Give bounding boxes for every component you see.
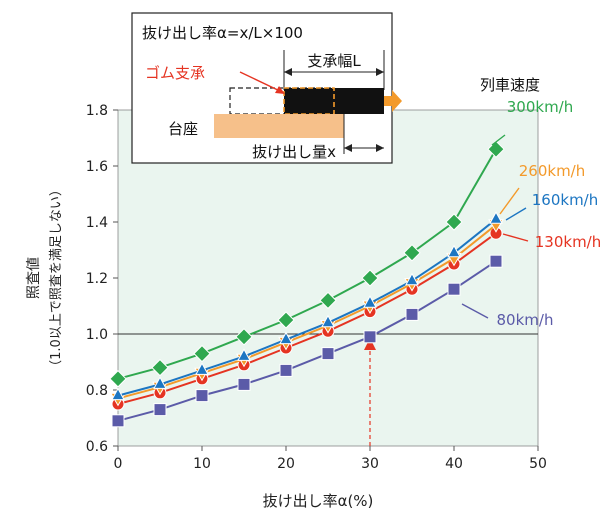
x-tick-label: 20 [277, 456, 295, 472]
data-point-80km/h [489, 254, 503, 268]
inset-bearing-width: 支承幅L [307, 52, 361, 70]
pullout-dim-arrow-left [344, 144, 352, 152]
x-tick-label: 40 [445, 456, 463, 472]
pedestal [214, 114, 344, 138]
x-axis-title: 抜け出し率α(%) [263, 492, 374, 510]
plot-area [118, 110, 538, 446]
data-point-160km/h [237, 348, 251, 361]
movement-arrow [384, 90, 402, 112]
data-point-300km/h [277, 311, 295, 329]
x-tick-label: 0 [114, 456, 123, 472]
series-line-260km/h [117, 224, 497, 400]
series-label-80km/h: 80km/h [497, 311, 554, 329]
data-point-80km/h [153, 403, 167, 417]
y-tick-label: 1.8 [86, 103, 108, 119]
data-point-300km/h [151, 358, 169, 377]
legend-title: 列車速度 [480, 76, 540, 94]
data-point-300km/h [193, 344, 211, 363]
label-pointer-130km/h [502, 233, 529, 242]
y-tick-label: 1.6 [86, 159, 108, 175]
label-pointer-80km/h [461, 303, 489, 319]
x-tick-label: 10 [193, 456, 211, 472]
series-label-160km/h: 160km/h [532, 191, 599, 209]
data-point-160km/h [447, 244, 461, 258]
y-tick-label: 0.8 [86, 383, 108, 399]
data-point-300km/h [403, 244, 421, 262]
data-point-80km/h [237, 377, 251, 391]
series-line-160km/h [117, 218, 497, 397]
inset-rubber-bearing: ゴム支承 [145, 64, 205, 82]
data-point-80km/h [405, 307, 419, 321]
data-point-80km/h [363, 330, 377, 344]
rubber-bearing-pointer-head [275, 86, 285, 94]
data-point-160km/h [363, 295, 377, 308]
label-pointer-260km/h [499, 187, 520, 215]
series-line-300km/h [117, 148, 497, 380]
series-label-260km/h: 260km/h [519, 162, 586, 180]
width-dim-arrow-right [376, 68, 384, 76]
inset-diagram: 抜け出し率α=x/L×100 支承幅L ゴム支承 台座 抜け出し量x [131, 12, 402, 164]
series-group [109, 140, 505, 428]
data-point-80km/h [195, 389, 209, 403]
rubber-bearing-pointer [239, 71, 283, 93]
data-point-300km/h [487, 140, 505, 158]
pullout-dim-arrow-right [376, 144, 384, 152]
series-line-130km/h [117, 232, 497, 405]
data-point-160km/h [195, 362, 209, 375]
width-dim-arrow-left [284, 68, 292, 76]
data-point-160km/h [321, 314, 335, 328]
bearing-body [284, 88, 384, 114]
series-label-300km/h: 300km/h [507, 98, 574, 116]
y-axis-subtitle: （1.0以上で照査を満足しない） [49, 183, 64, 373]
data-point-300km/h [361, 269, 379, 287]
inset-pullout-amount: 抜け出し量x [252, 143, 336, 161]
y-tick-label: 1.0 [86, 327, 108, 343]
y-tick-label: 1.4 [86, 215, 108, 231]
marker-arrow-head [364, 338, 376, 350]
y-tick-label: 1.2 [86, 271, 108, 287]
inset-pedestal: 台座 [168, 120, 198, 138]
data-point-300km/h [235, 328, 253, 346]
inset-formula: 抜け出し率α=x/L×100 [142, 24, 303, 42]
data-point-300km/h [445, 213, 463, 231]
axes: 0 10 20 30 40 50 0.6 0.8 1.0 1.2 1.4 1.6 1.8 [86, 103, 547, 472]
x-tick-label: 30 [361, 456, 379, 472]
data-point-300km/h [319, 291, 337, 310]
y-axis-title: 照査値 [26, 257, 42, 299]
data-point-160km/h [279, 331, 293, 345]
data-point-300km/h [109, 370, 127, 388]
y-axis-label: 照査値 （1.0以上で照査を満足しない） [26, 183, 64, 373]
series-labels: 300km/h 260km/h 160km/h 130km/h 80km/h [461, 98, 602, 329]
data-point-80km/h [111, 414, 125, 428]
series-line-80km/h [117, 260, 497, 422]
label-pointer-300km/h [491, 134, 506, 146]
x-tick-label: 50 [529, 456, 547, 472]
data-point-160km/h [153, 376, 167, 389]
data-point-160km/h [489, 211, 503, 224]
data-point-80km/h [321, 347, 335, 361]
series-label-130km/h: 130km/h [535, 233, 602, 251]
data-point-160km/h [405, 272, 419, 286]
data-point-80km/h [447, 282, 461, 296]
y-tick-label: 0.6 [86, 439, 108, 455]
data-point-80km/h [279, 363, 293, 377]
data-point-160km/h [111, 387, 125, 401]
label-pointer-160km/h [505, 207, 527, 221]
